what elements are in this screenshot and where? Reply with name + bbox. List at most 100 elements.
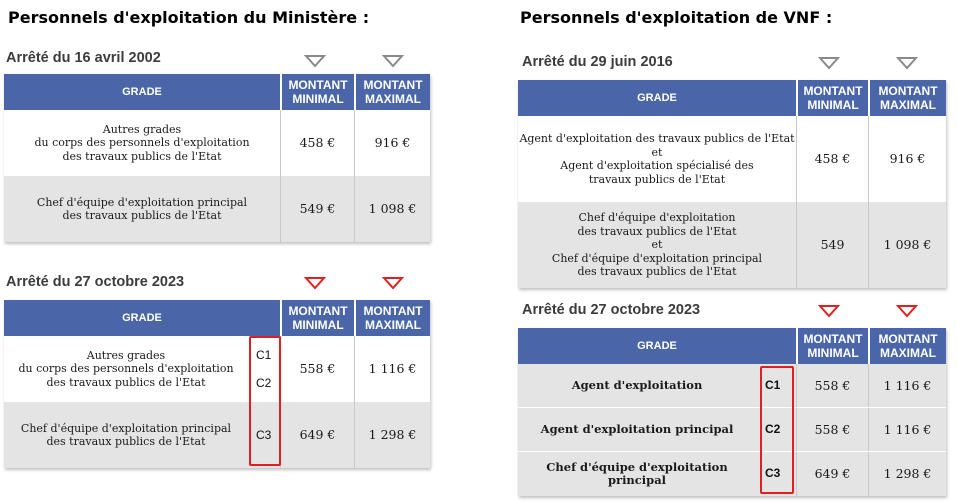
- min-amount: 649 €: [280, 402, 354, 468]
- max-amount: 1 298 €: [868, 452, 946, 496]
- right-decree-2023: Arrêté du 27 octobre 2023: [522, 302, 701, 318]
- grade-line: des travaux publics de l'Etat: [577, 265, 737, 279]
- table-2023-left: GRADE MONTANT MINIMAL MONTANT MAXIMAL Au…: [4, 300, 430, 468]
- right-decree-2016: Arrêté du 29 juin 2016: [522, 54, 673, 70]
- grade-line: Autres grades: [86, 348, 166, 362]
- header-montant-maximal: MONTANT MAXIMAL: [868, 80, 946, 116]
- min-amount: 558 €: [796, 408, 868, 451]
- down-triangle-icon: [304, 55, 326, 68]
- grade-line: Chef d'équipe d'exploitation principal: [551, 251, 763, 265]
- max-amount: 916 €: [868, 116, 946, 202]
- header-max-line2: MAXIMAL: [880, 98, 936, 112]
- header-montant-minimal: MONTANT MINIMAL: [796, 328, 868, 364]
- max-amount: 1 098 €: [354, 176, 430, 242]
- grade-cell: Agent d'exploitation principal: [540, 421, 734, 436]
- left-decree-2023: Arrêté du 27 octobre 2023: [6, 274, 185, 290]
- min-amount: 558 €: [280, 336, 354, 402]
- table-row: Agent d'exploitation des travaux publics…: [518, 116, 946, 202]
- header-montant-minimal: MONTANT MINIMAL: [280, 300, 354, 336]
- table-2023-right: GRADE MONTANT MINIMAL MONTANT MAXIMAL Ag…: [518, 328, 946, 496]
- header-max-line1: MONTANT: [878, 84, 938, 98]
- grade-line: Chef d'équipe d'exploitation: [578, 211, 736, 225]
- grade-line: Agent d'exploitation spécialisé des: [560, 159, 754, 172]
- header-max-line2: MAXIMAL: [365, 92, 421, 106]
- category-code: C3: [765, 466, 781, 480]
- header-montant-maximal: MONTANT MAXIMAL: [868, 328, 946, 364]
- header-min-line2: MINIMAL: [807, 98, 859, 112]
- grade-cell: Autres grades du corps des personnels d'…: [4, 110, 280, 176]
- down-triangle-icon: [818, 305, 840, 318]
- down-triangle-icon: [382, 55, 404, 68]
- grade-line: des travaux publics de l'Etat: [46, 435, 206, 448]
- grade-line: et: [651, 145, 663, 159]
- grade-line: travaux publics de l'Etat: [588, 172, 726, 186]
- header-max-line1: MONTANT: [878, 332, 938, 346]
- grade-cell: Chef d'équipe d'exploitation principal: [546, 459, 728, 487]
- grade-cell: Chef d'équipe d'exploitation principal d…: [4, 402, 248, 468]
- min-amount: 549: [796, 202, 868, 288]
- grade-line: du corps des personnels d'exploitation: [34, 136, 250, 150]
- table-row: Chef d'équipe d'exploitation principal d…: [4, 402, 430, 468]
- grade-line: et: [651, 238, 663, 252]
- grade-line: Chef d'équipe d'exploitation principal: [20, 421, 232, 435]
- table-2002: GRADE MONTANT MINIMAL MONTANT MAXIMAL Au…: [4, 74, 430, 242]
- grade-line: Autres grades: [102, 122, 182, 136]
- down-triangle-icon: [896, 57, 918, 70]
- table-row: Chef d'équipe d'exploitation principal d…: [4, 176, 430, 242]
- header-montant-maximal: MONTANT MAXIMAL: [354, 300, 430, 336]
- grade-line: des travaux publics de l'Etat: [46, 375, 206, 389]
- grade-line: du corps des personnels d'exploitation: [18, 362, 234, 376]
- header-grade: GRADE: [518, 328, 796, 364]
- grade-line: des travaux publics de l'Etat: [62, 149, 222, 163]
- grade-line: Chef d'équipe d'exploitation principal: [36, 195, 248, 209]
- header-max-line2: MAXIMAL: [880, 346, 936, 360]
- header-min-line1: MONTANT: [288, 78, 348, 92]
- header-montant-maximal: MONTANT MAXIMAL: [354, 74, 430, 110]
- min-amount: 458 €: [280, 110, 354, 176]
- max-amount: 916 €: [354, 110, 430, 176]
- header-grade: GRADE: [4, 74, 280, 110]
- left-main-title: Personnels d'exploitation du Ministère :: [8, 8, 370, 27]
- down-triangle-icon: [896, 305, 918, 318]
- down-triangle-icon: [818, 57, 840, 70]
- table-row: Autres grades du corps des personnels d'…: [4, 110, 430, 176]
- right-main-title: Personnels d'exploitation de VNF :: [520, 8, 833, 27]
- header-min-line2: MINIMAL: [292, 318, 344, 332]
- min-amount: 649 €: [796, 452, 868, 496]
- header-max-line1: MONTANT: [363, 78, 423, 92]
- down-triangle-icon: [304, 277, 326, 290]
- category-code: C3: [256, 428, 272, 442]
- max-amount: 1 116 €: [354, 336, 430, 402]
- header-min-line2: MINIMAL: [807, 346, 859, 360]
- table-row: Agent d'exploitation C1 558 € 1 116 €: [518, 364, 946, 408]
- min-amount: 549 €: [280, 176, 354, 242]
- header-grade: GRADE: [518, 80, 796, 116]
- table-row: Chef d'équipe d'exploitation des travaux…: [518, 202, 946, 288]
- table-row: Autres grades du corps des personnels d'…: [4, 336, 430, 402]
- grade-line: Agent d'exploitation des travaux publics…: [519, 132, 795, 145]
- grade-cell: Chef d'équipe d'exploitation des travaux…: [518, 202, 796, 288]
- min-amount: 558 €: [796, 364, 868, 407]
- header-min-line2: MINIMAL: [292, 92, 344, 106]
- category-code: C2: [256, 376, 272, 390]
- category-code: C2: [765, 422, 781, 436]
- grade-cell: Agent d'exploitation des travaux publics…: [518, 116, 796, 202]
- category-code: C1: [256, 348, 272, 362]
- grade-cell: Autres grades du corps des personnels d'…: [4, 336, 248, 402]
- max-amount: 1 098 €: [868, 202, 946, 288]
- header-max-line1: MONTANT: [363, 304, 423, 318]
- down-triangle-icon: [382, 277, 404, 290]
- grade-cell: Chef d'équipe d'exploitation principal d…: [4, 176, 280, 242]
- category-highlight-box: [760, 366, 794, 494]
- category-code: C1: [765, 378, 781, 392]
- grade-line: des travaux publics de l'Etat: [62, 209, 222, 222]
- header-min-line1: MONTANT: [288, 304, 348, 318]
- header-min-line1: MONTANT: [803, 84, 863, 98]
- header-montant-minimal: MONTANT MINIMAL: [280, 74, 354, 110]
- max-amount: 1 116 €: [868, 364, 946, 407]
- max-amount: 1 298 €: [354, 402, 430, 468]
- table-row: Chef d'équipe d'exploitation principal C…: [518, 452, 946, 496]
- max-amount: 1 116 €: [868, 408, 946, 451]
- min-amount: 458 €: [796, 116, 868, 202]
- table-row: Agent d'exploitation principal C2 558 € …: [518, 408, 946, 452]
